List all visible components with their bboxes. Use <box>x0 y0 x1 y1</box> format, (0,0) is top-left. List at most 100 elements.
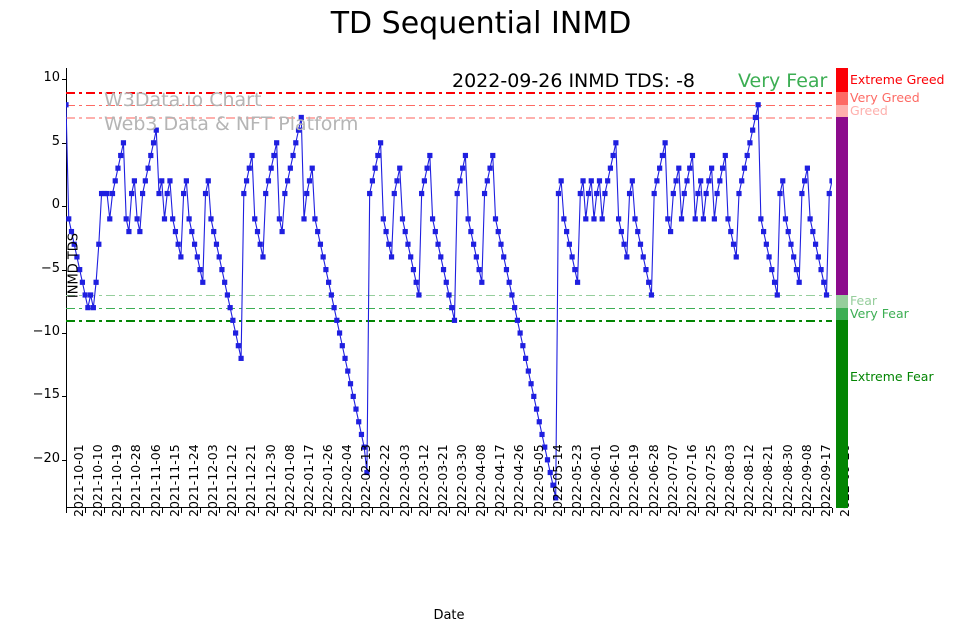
series-marker <box>298 114 304 121</box>
series-marker <box>823 292 830 298</box>
x-tick-label: 2022-02-22 <box>377 444 393 517</box>
x-tick-mark <box>678 508 680 513</box>
x-tick-mark <box>793 508 795 513</box>
x-tick-mark <box>353 508 355 513</box>
series-marker <box>665 216 671 222</box>
series-marker <box>755 102 761 108</box>
series-marker <box>211 228 217 235</box>
series-marker <box>202 190 209 197</box>
x-tick-mark <box>525 508 527 513</box>
x-tick-label: 2022-09-08 <box>798 444 814 517</box>
series-marker <box>131 178 137 184</box>
x-tick-mark <box>104 508 106 513</box>
series-marker <box>254 228 261 235</box>
series-marker <box>249 152 255 159</box>
series-marker <box>525 368 531 374</box>
series-marker <box>419 190 425 197</box>
x-tick-label: 2021-12-12 <box>224 444 240 517</box>
series-marker <box>736 190 742 197</box>
series-marker <box>77 267 83 273</box>
x-tick-mark <box>640 508 642 513</box>
x-tick-label: 2022-03-03 <box>396 444 412 517</box>
x-tick-mark <box>487 508 489 513</box>
series-marker <box>208 216 214 222</box>
series-marker <box>596 178 603 184</box>
series-marker <box>295 127 302 133</box>
series-marker <box>741 165 748 171</box>
series-marker <box>791 254 797 260</box>
series-marker <box>812 241 819 247</box>
series-marker <box>435 241 441 247</box>
series-marker <box>818 267 824 273</box>
series-marker <box>730 241 737 247</box>
series-marker <box>550 482 556 488</box>
series-marker <box>235 343 241 349</box>
series-marker <box>350 393 356 400</box>
x-tick-mark <box>123 508 125 513</box>
series-marker <box>112 178 118 184</box>
series-marker <box>785 228 791 235</box>
x-tick-label: 2022-01-26 <box>319 444 335 517</box>
series-marker <box>342 355 348 361</box>
series-marker <box>446 292 452 298</box>
series-marker <box>134 216 140 222</box>
y-axis-label: INMD TDS <box>66 232 82 299</box>
series-marker <box>241 190 247 197</box>
series-marker <box>621 241 627 247</box>
series-marker <box>271 152 277 159</box>
series-marker <box>315 228 321 235</box>
series-marker <box>577 190 583 197</box>
series-marker <box>585 190 592 197</box>
series-marker <box>807 216 813 222</box>
series-marker <box>684 178 690 184</box>
series-marker <box>68 228 75 235</box>
annotation-value: 2022-09-26 INMD TDS: -8 <box>452 70 696 92</box>
x-tick-label: 2022-06-01 <box>588 444 604 517</box>
series-marker <box>514 317 520 323</box>
y-tick-label: 5 <box>51 133 60 149</box>
threshold-line--8 <box>66 307 832 310</box>
series-marker <box>747 140 753 146</box>
series-marker <box>178 254 184 260</box>
x-tick-mark <box>391 508 393 513</box>
series-marker <box>810 228 816 235</box>
series-marker <box>142 178 148 184</box>
series-marker <box>189 228 195 235</box>
series-marker <box>714 190 720 197</box>
x-tick-mark <box>238 508 240 513</box>
x-tick-label: 2022-02-04 <box>339 444 355 517</box>
series-marker <box>722 152 728 159</box>
series-marker <box>646 279 652 285</box>
series-marker <box>706 178 712 184</box>
series-marker <box>429 216 436 222</box>
series-marker <box>569 254 575 260</box>
series-marker <box>777 190 783 197</box>
series-marker <box>481 190 488 197</box>
series-marker <box>197 267 203 273</box>
series-marker <box>484 178 490 184</box>
threshold-line-7 <box>66 117 832 119</box>
series-marker <box>339 343 345 349</box>
series-marker <box>473 254 479 260</box>
x-tick-label: 2021-10-28 <box>128 444 144 517</box>
series-marker <box>85 305 91 311</box>
series-marker <box>566 241 572 247</box>
series-marker <box>224 292 231 298</box>
x-tick-mark <box>372 508 374 513</box>
x-tick-label: 2022-02-13 <box>358 444 374 517</box>
series-marker <box>725 216 731 222</box>
x-tick-mark <box>832 508 833 513</box>
series-marker <box>164 190 170 197</box>
x-tick-label: 2021-11-15 <box>166 444 182 517</box>
series-marker <box>287 165 293 171</box>
colorbar-label-extreme-fear: Extreme Fear <box>850 369 934 385</box>
series-marker <box>432 228 438 235</box>
x-tick-mark <box>506 508 508 513</box>
x-tick-label: 2022-09-17 <box>817 444 833 517</box>
series-marker <box>678 216 685 222</box>
series-marker <box>774 292 780 298</box>
series-marker <box>533 406 540 412</box>
series-marker <box>161 216 168 222</box>
series-marker <box>391 190 397 197</box>
x-tick-mark <box>276 508 278 513</box>
